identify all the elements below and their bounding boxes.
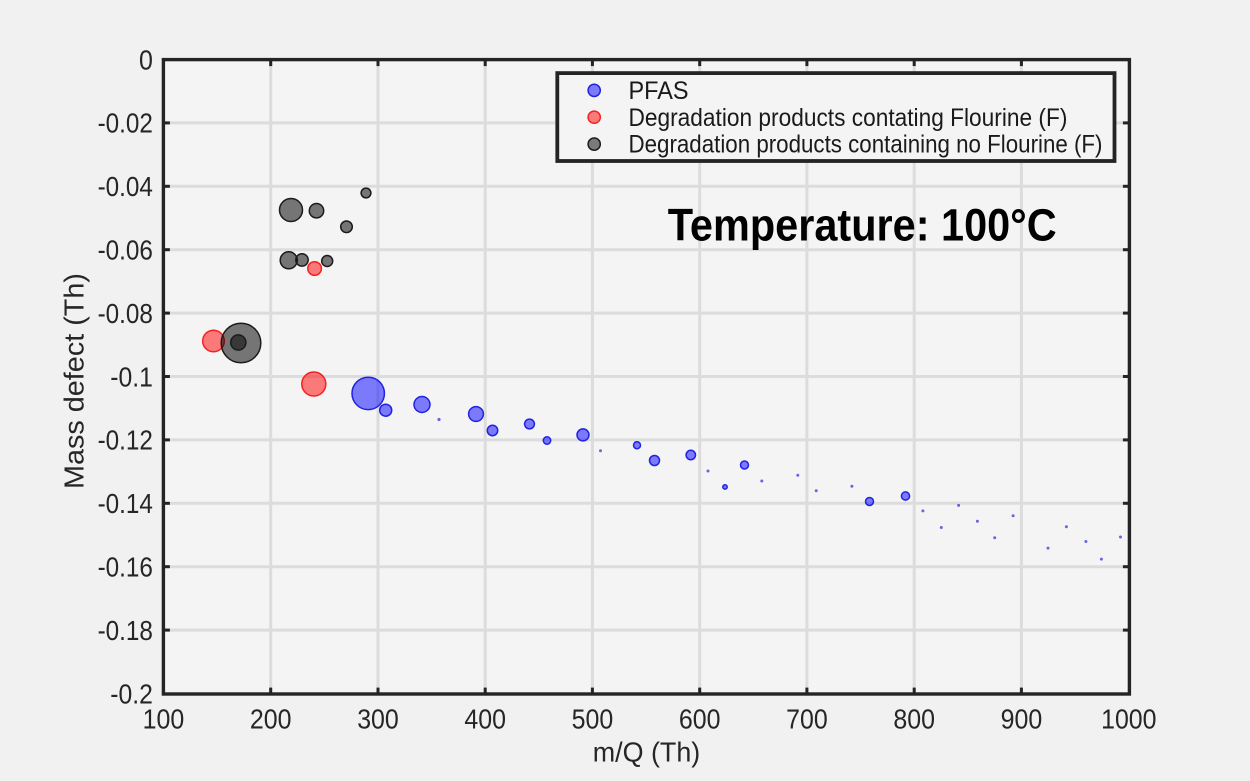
svg-text:Mass defect (Th): Mass defect (Th) xyxy=(59,273,90,489)
svg-text:-0.16: -0.16 xyxy=(98,552,153,583)
svg-text:600: 600 xyxy=(679,703,721,734)
svg-text:100: 100 xyxy=(143,703,185,734)
svg-text:800: 800 xyxy=(893,703,935,734)
svg-text:500: 500 xyxy=(572,703,614,734)
svg-text:200: 200 xyxy=(250,703,292,734)
svg-text:m/Q (Th): m/Q (Th) xyxy=(593,736,701,767)
svg-text:700: 700 xyxy=(786,703,828,734)
svg-text:PFAS: PFAS xyxy=(629,77,689,105)
svg-text:-0.14: -0.14 xyxy=(98,488,153,519)
svg-text:Temperature: 100°C: Temperature: 100°C xyxy=(668,199,1057,250)
svg-text:-0.08: -0.08 xyxy=(98,298,153,329)
svg-text:-0.04: -0.04 xyxy=(98,171,153,202)
svg-text:-0.12: -0.12 xyxy=(98,425,153,456)
svg-text:-0.18: -0.18 xyxy=(98,615,153,646)
svg-text:1000: 1000 xyxy=(1101,703,1156,734)
svg-text:400: 400 xyxy=(464,703,506,734)
svg-text:-0.2: -0.2 xyxy=(110,678,153,709)
svg-text:0: 0 xyxy=(139,44,153,75)
svg-text:Degradation products contating: Degradation products contating Flourine … xyxy=(629,104,1068,132)
svg-text:-0.02: -0.02 xyxy=(98,108,153,139)
svg-text:300: 300 xyxy=(357,703,399,734)
svg-text:Degradation products containin: Degradation products containing no Flour… xyxy=(629,131,1103,159)
svg-text:-0.1: -0.1 xyxy=(110,361,153,392)
svg-text:-0.06: -0.06 xyxy=(98,235,153,266)
svg-text:900: 900 xyxy=(1001,703,1043,734)
